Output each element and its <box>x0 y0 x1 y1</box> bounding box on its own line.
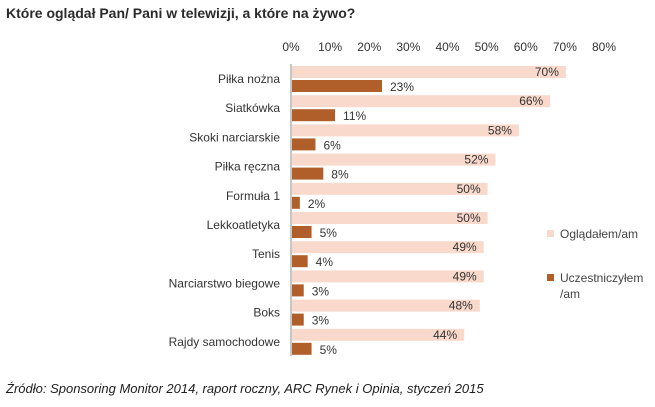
x-tick-label: 80% <box>592 40 616 54</box>
bar-live <box>292 109 336 122</box>
x-tick-label: 60% <box>514 40 538 54</box>
bar-watched <box>292 182 488 195</box>
category-label: Siatkówka <box>225 101 280 115</box>
source-note: Źródło: Sponsoring Monitor 2014, raport … <box>6 381 484 396</box>
category-label: Piłka ręczna <box>215 160 281 174</box>
x-tick-label: 50% <box>475 40 499 54</box>
x-tick-label: 70% <box>553 40 577 54</box>
legend-label-watched: Oglądałem/am <box>560 227 638 241</box>
value-label-live: 11% <box>343 109 366 123</box>
value-label-live: 3% <box>312 314 330 328</box>
value-labels: 70% 23% 66% 11% 58% 6% 52% 8% 50% 2% 50% 5% 49% 4% 49%… <box>308 65 559 357</box>
category-label: Narciarstwo biegowe <box>169 276 281 290</box>
legend-swatch-watched <box>547 230 554 237</box>
bar-live <box>292 80 382 92</box>
value-label-live: 6% <box>323 138 341 152</box>
value-label-watched: 58% <box>488 123 512 137</box>
value-label-live: 23% <box>390 80 414 94</box>
value-label-watched: 66% <box>519 94 543 108</box>
value-label-live: 4% <box>316 255 334 269</box>
category-label: Skoki narciarskie <box>189 130 280 144</box>
x-tick-label: 40% <box>435 40 459 54</box>
value-label-live: 2% <box>308 197 326 211</box>
category-label: Formuła 1 <box>226 189 280 203</box>
x-tick-label: 30% <box>396 40 420 54</box>
value-label-watched: 50% <box>457 211 481 225</box>
bar-watched <box>292 328 465 341</box>
value-label-live: 5% <box>320 226 338 240</box>
legend-label-live: /am <box>560 287 580 301</box>
bar-live <box>292 196 300 209</box>
legend: Oglądałem/am Uczestniczyłem/am <box>547 227 643 301</box>
bar-watched <box>292 95 551 108</box>
bar-watched <box>292 270 484 283</box>
bar-live <box>292 255 308 268</box>
value-label-live: 5% <box>320 343 338 357</box>
value-label-watched: 50% <box>457 182 481 196</box>
legend-label-live: Uczestniczyłem <box>560 271 643 285</box>
bar-watched <box>292 124 519 137</box>
legend-swatch-live <box>547 274 554 281</box>
category-label: Piłka nożna <box>218 72 280 86</box>
bar-live <box>292 226 312 238</box>
x-tick-label: 20% <box>357 40 381 54</box>
bar-live <box>292 284 304 297</box>
chart-title: Które oglądał Pan/ Pani w telewizji, a k… <box>6 5 356 21</box>
category-label: Rajdy samochodowe <box>169 335 281 349</box>
x-tick-label: 10% <box>318 40 342 54</box>
bar-watched <box>292 241 484 254</box>
bar-watched <box>292 212 488 224</box>
bar-live <box>292 342 312 355</box>
value-label-watched: 49% <box>453 269 477 283</box>
category-label: Tenis <box>252 247 280 261</box>
category-label: Boks <box>253 306 280 320</box>
value-label-watched: 52% <box>464 153 488 167</box>
bars-layer <box>292 66 566 355</box>
value-label-watched: 70% <box>535 65 559 79</box>
bar-watched <box>292 299 480 312</box>
x-tick-label: 0% <box>282 40 300 54</box>
value-label-live: 3% <box>312 284 330 298</box>
value-label-watched: 49% <box>453 240 477 254</box>
bar-live <box>292 313 304 326</box>
value-label-live: 8% <box>331 168 349 182</box>
category-labels: Piłka nożna Siatkówka Skoki narciarskie Pił… <box>169 72 281 349</box>
bar-watched <box>292 66 566 78</box>
value-label-watched: 44% <box>433 328 457 342</box>
bar-live <box>292 167 324 180</box>
category-label: Lekkoatletyka <box>207 218 281 232</box>
value-label-watched: 48% <box>449 299 473 313</box>
x-axis-ticks: 0% 10% 20% 30% 40% 50% 60% 70% 80% <box>282 40 616 54</box>
bar-watched <box>292 153 496 166</box>
bar-live <box>292 138 316 151</box>
